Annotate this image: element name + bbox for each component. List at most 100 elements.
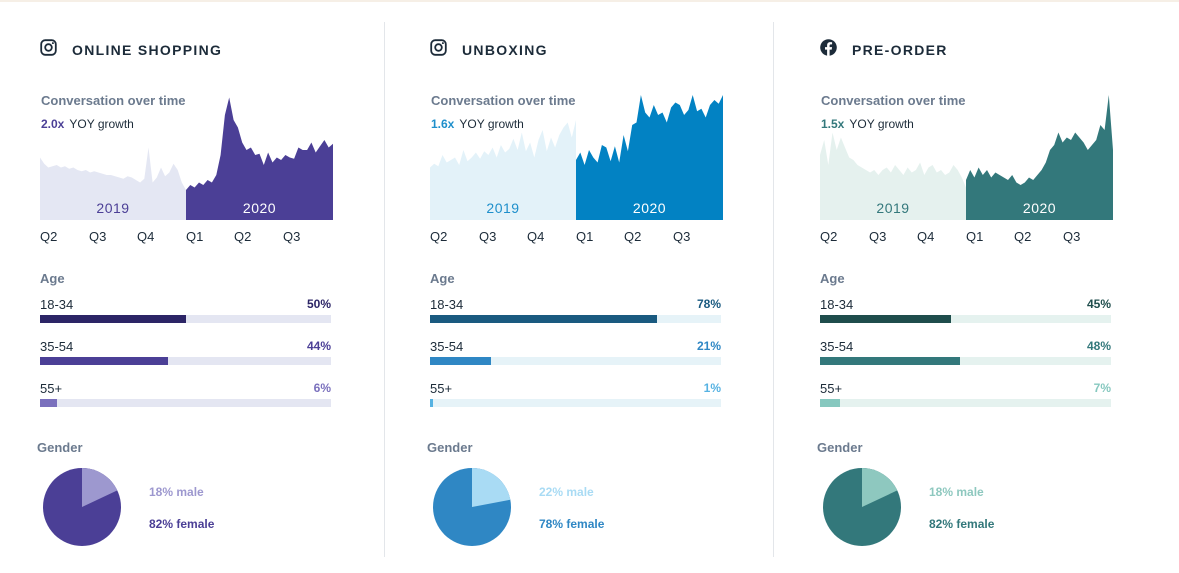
age-group-label: 55+ [430, 381, 453, 396]
area-series-2019 [40, 147, 186, 220]
age-bar-fill [820, 399, 841, 407]
yoy-label: YOY growth [69, 117, 134, 131]
age-label: Age [820, 271, 845, 286]
instagram-icon [40, 39, 57, 61]
conversation-label: Conversation over time [41, 93, 186, 108]
series-label-2019: 2019 [96, 200, 129, 216]
yoy-growth: 1.5x YOY growth [821, 117, 914, 131]
panel-header: ONLINE SHOPPING [40, 39, 223, 61]
age-bar-track [430, 315, 721, 323]
yoy-label: YOY growth [849, 117, 914, 131]
age-percent: 6% [313, 381, 331, 395]
age-group-label: 35-54 [430, 339, 464, 354]
male-share: 18% male [149, 485, 204, 499]
area-series-2020 [186, 97, 333, 220]
age-bar-track [40, 399, 331, 407]
age-bar-fill [40, 399, 58, 407]
quarter-tick-label: Q3 [283, 229, 301, 244]
quarter-tick-label: Q2 [624, 229, 642, 244]
age-group-label: 55+ [820, 381, 843, 396]
area-series-2020 [576, 95, 723, 220]
age-percent: 50% [306, 297, 331, 311]
series-label-2020: 2020 [1023, 200, 1056, 216]
age-percent: 48% [1086, 339, 1111, 353]
top-accent-line [0, 0, 1179, 2]
age-bar-fill [40, 357, 169, 365]
quarter-tick-label: Q3 [479, 229, 497, 244]
quarter-tick-label: Q4 [137, 229, 155, 244]
pie-slice-male [472, 468, 511, 507]
quarter-tick-label: Q4 [917, 229, 935, 244]
gender-label: Gender [37, 440, 83, 455]
quarter-tick-label: Q4 [527, 229, 545, 244]
male-share: 18% male [929, 485, 984, 499]
yoy-label: YOY growth [459, 117, 524, 131]
instagram-icon [430, 39, 447, 61]
age-percent: 45% [1086, 297, 1111, 311]
quarter-tick-label: Q1 [966, 229, 984, 244]
pie-slice-male [82, 468, 118, 507]
quarter-tick-label: Q2 [234, 229, 252, 244]
conversation-area-chart: 2019 2020 [430, 95, 723, 220]
age-row-35-54: 35-54 48% [820, 339, 1111, 369]
series-label-2020: 2020 [633, 200, 666, 216]
conversation-label: Conversation over time [821, 93, 966, 108]
age-bar-track [40, 357, 331, 365]
gender-label: Gender [427, 440, 473, 455]
quarter-tick-label: Q1 [576, 229, 594, 244]
conversation-area-chart: 2019 2020 [40, 97, 333, 220]
age-bar-track [820, 315, 1111, 323]
age-bar-fill [820, 357, 960, 365]
area-series-2019 [430, 120, 576, 220]
age-group-label: 55+ [40, 381, 63, 396]
series-label-2019: 2019 [876, 200, 909, 216]
age-row-55-plus: 55+ 1% [430, 381, 721, 411]
age-bar-fill [430, 357, 492, 365]
age-row-18-34: 18-34 45% [820, 297, 1111, 327]
panel-pre-order: PRE-ORDER Conversation over time 1.5x YOY g… [817, 0, 1179, 573]
age-row-55-plus: 55+ 6% [40, 381, 331, 411]
panel-divider [773, 22, 774, 557]
male-share: 22% male [539, 485, 594, 499]
age-row-55-plus: 55+ 7% [820, 381, 1111, 411]
age-row-35-54: 35-54 44% [40, 339, 331, 369]
panel-online-shopping: ONLINE SHOPPING Conversation over time 2.0… [37, 0, 430, 573]
quarter-tick-label: Q3 [89, 229, 107, 244]
panel-title: PRE-ORDER [852, 42, 948, 58]
age-bar-track [820, 357, 1111, 365]
yoy-value: 1.5x [821, 117, 845, 131]
age-bar-fill [430, 399, 433, 407]
age-bar-track [40, 315, 331, 323]
quarter-axis: Q2 Q3 Q4 Q1 Q2 Q3 [820, 229, 1120, 245]
age-group-label: 18-34 [40, 297, 74, 312]
panel-title: ONLINE SHOPPING [72, 42, 223, 58]
age-bar-track [430, 399, 721, 407]
age-percent: 21% [696, 339, 721, 353]
female-share: 82% female [149, 517, 215, 531]
age-percent: 7% [1093, 381, 1111, 395]
quarter-tick-label: Q3 [869, 229, 887, 244]
age-group-label: 35-54 [40, 339, 74, 354]
age-row-35-54: 35-54 21% [430, 339, 721, 369]
panel-header: UNBOXING [430, 39, 548, 61]
series-label-2020: 2020 [243, 200, 276, 216]
age-bar-fill [820, 315, 951, 323]
age-group-label: 18-34 [430, 297, 464, 312]
female-share: 82% female [929, 517, 995, 531]
quarter-tick-label: Q1 [186, 229, 204, 244]
age-percent: 78% [696, 297, 721, 311]
yoy-growth: 2.0x YOY growth [41, 117, 134, 131]
gender-pie-chart [43, 468, 121, 546]
age-label: Age [40, 271, 65, 286]
age-row-18-34: 18-34 50% [40, 297, 331, 327]
panel-header: PRE-ORDER [820, 39, 948, 60]
gender-label: Gender [817, 440, 863, 455]
age-group-label: 18-34 [820, 297, 854, 312]
gender-pie-chart [823, 468, 901, 546]
age-row-18-34: 18-34 78% [430, 297, 721, 327]
female-share: 78% female [539, 517, 605, 531]
quarter-tick-label: Q2 [40, 229, 58, 244]
age-bar-track [820, 399, 1111, 407]
conversation-label: Conversation over time [431, 93, 576, 108]
gender-pie-chart [433, 468, 511, 546]
